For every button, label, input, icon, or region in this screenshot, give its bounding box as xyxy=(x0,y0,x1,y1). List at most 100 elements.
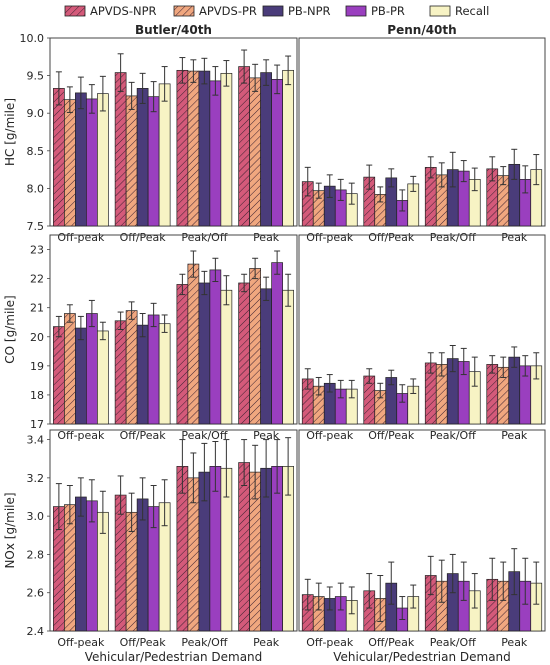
y-tick-label: 3.0 xyxy=(27,510,45,523)
bar-hatch xyxy=(497,367,509,424)
bar-hatch xyxy=(497,581,509,631)
x-tick-label: Peak/Off xyxy=(181,231,227,244)
y-tick-label: 2.4 xyxy=(27,625,45,638)
bar-hatch xyxy=(497,175,509,226)
panel-title: Penn/40th xyxy=(387,23,456,37)
bar-pb-pr-peak-off xyxy=(209,269,222,425)
bar-hatch xyxy=(64,99,76,226)
y-axis-title: CO [g/mile] xyxy=(3,295,17,363)
x-tick-label: Off/Peak xyxy=(120,429,167,442)
bar-hatch xyxy=(187,264,199,424)
legend-item-pb-npr: PB-NPR xyxy=(262,4,331,18)
x-tick-label: Off/Peak xyxy=(120,636,167,649)
panel-4: Off-peak Off/Peak Peak/Off Peak xyxy=(298,234,546,442)
x-tick-label: Off-peak xyxy=(306,231,354,244)
legend-item-recall: Recall xyxy=(429,4,489,18)
legend-swatch xyxy=(429,5,451,17)
bar-hatch xyxy=(249,472,261,631)
bar-hatch xyxy=(53,326,65,424)
legend-label: PB-NPR xyxy=(288,4,331,18)
chart-panels: 7.5 8.0 8.5 9.0 9.5 10.0 Off-peak Off/Peak Peak/… xyxy=(3,23,546,664)
x-tick-label: Peak xyxy=(501,429,528,442)
legend-label: APVDS-NPR xyxy=(90,4,157,18)
y-tick-label: 8.5 xyxy=(27,145,45,158)
y-tick-label: 10.0 xyxy=(20,32,45,45)
bar-recall-off-peak xyxy=(97,93,109,227)
bar-hatch xyxy=(363,177,375,226)
bar-hatch xyxy=(238,66,250,227)
bar-pb-npr-off-peak xyxy=(75,92,87,227)
bar-pb-npr-peak-off xyxy=(198,70,211,227)
bar-pb-npr-off-peak xyxy=(136,324,149,425)
bar-recall-off-peak xyxy=(158,323,171,425)
x-tick-label: Peak/Off xyxy=(430,429,476,442)
legend: APVDS-NPR APVDS-PR PB-NPR PB-PR Recall xyxy=(64,4,489,18)
legend-swatch xyxy=(345,5,367,17)
bar-hatch xyxy=(115,320,127,424)
bar-hatch xyxy=(53,506,65,631)
x-tick-label: Off/Peak xyxy=(120,231,167,244)
panel-title: Butler/40th xyxy=(135,23,212,37)
bar-hatch xyxy=(486,168,498,226)
bar-pb-pr-off-peak xyxy=(86,98,98,227)
panel-frame xyxy=(49,429,298,632)
bar-recall-peak-off xyxy=(220,289,233,425)
x-tick-label: Off/Peak xyxy=(368,636,415,649)
x-tick-label: Off-peak xyxy=(57,429,105,442)
panel-1: 7.5 8.0 8.5 9.0 9.5 10.0 Off-peak Off/Peak Peak/… xyxy=(3,23,298,244)
bar-hatch xyxy=(302,378,314,424)
bar-hatch xyxy=(425,575,437,631)
bar-hatch xyxy=(176,70,188,226)
y-axis-title: NOx [g/mile] xyxy=(3,492,17,568)
bar-pb-pr-off-peak xyxy=(147,96,160,227)
y-tick-label: 2.8 xyxy=(27,548,45,561)
bar-hatch xyxy=(486,364,498,424)
legend-label: PB-PR xyxy=(371,4,405,18)
legend-label: APVDS-PR xyxy=(199,4,257,18)
bar-pb-pr-peak xyxy=(271,262,283,425)
x-tick-label: Off-peak xyxy=(57,636,105,649)
bar-hatch xyxy=(313,386,325,424)
bar-hatch xyxy=(53,88,65,226)
x-tick-label: Peak xyxy=(253,429,280,442)
x-tick-label: Peak xyxy=(501,231,528,244)
y-tick-label: 19 xyxy=(30,360,44,373)
panel-3: 17 18 19 20 21 22 23 Off-peak Off/Peak Peak/Off Pe… xyxy=(3,234,298,442)
bar-pb-npr-off-peak xyxy=(136,88,149,227)
x-tick-label: Off-peak xyxy=(306,636,354,649)
x-tick-label: Peak xyxy=(253,636,280,649)
bar-hatch xyxy=(374,390,386,424)
bar-hatch xyxy=(249,268,261,424)
bar-pb-pr-peak-off xyxy=(209,80,222,227)
legend-swatch xyxy=(262,5,284,17)
y-tick-label: 8.0 xyxy=(27,182,45,195)
bar-hatch xyxy=(363,590,375,631)
legend-item-pb-pr: PB-PR xyxy=(345,4,405,18)
x-tick-label: Peak/Off xyxy=(430,231,476,244)
x-tick-label: Off-peak xyxy=(57,231,105,244)
y-tick-label: 22 xyxy=(30,273,44,286)
panel-frame xyxy=(49,37,298,227)
legend-hatch xyxy=(174,6,194,16)
y-tick-label: 23 xyxy=(30,244,44,257)
panel-frame xyxy=(298,429,546,632)
bar-hatch xyxy=(187,71,199,226)
legend-item-apvds-pr: APVDS-PR xyxy=(173,4,257,18)
legend-item-apvds-npr: APVDS-NPR xyxy=(64,4,157,18)
bar-recall-peak xyxy=(282,289,294,425)
bar-pb-npr-off-peak xyxy=(75,327,87,425)
bar-hatch xyxy=(126,512,138,631)
bar-hatch xyxy=(64,504,76,631)
y-tick-label: 20 xyxy=(30,331,44,344)
y-tick-label: 21 xyxy=(30,302,44,315)
bar-pb-pr-peak xyxy=(271,79,283,227)
y-tick-label: 7.5 xyxy=(27,220,45,233)
y-tick-label: 17 xyxy=(30,418,44,431)
x-tick-label: Peak xyxy=(253,231,280,244)
bar-hatch xyxy=(115,72,127,226)
bar-hatch xyxy=(238,462,250,631)
bar-hatch xyxy=(238,282,250,424)
bar-hatch xyxy=(302,594,314,631)
bar-hatch xyxy=(176,284,188,424)
bar-hatch xyxy=(126,95,138,227)
